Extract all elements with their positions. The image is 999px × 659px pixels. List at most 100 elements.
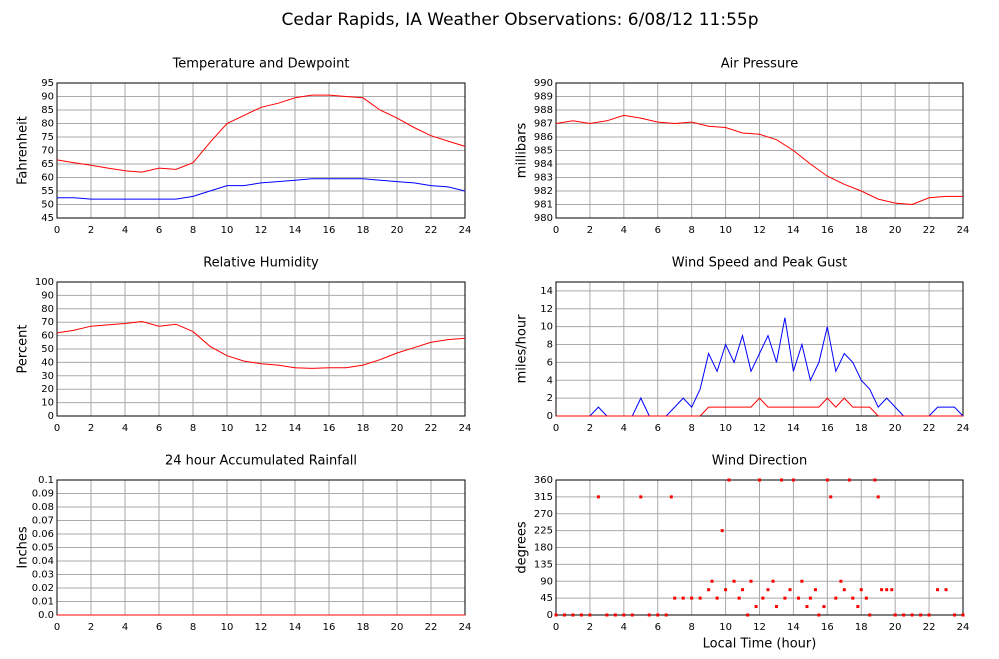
data-point [630, 613, 634, 617]
plot-frame [56, 82, 466, 219]
y-tick-label: 360 [534, 475, 553, 486]
x-tick-label: 20 [889, 423, 902, 434]
data-point [727, 478, 731, 482]
data-point [919, 613, 923, 617]
y-tick-label: 100 [35, 277, 54, 288]
x-tick-label: 16 [821, 622, 834, 633]
data-line [56, 94, 466, 173]
y-axis-label: Fahrenheit [16, 116, 31, 185]
y-tick-label: 986 [534, 132, 553, 143]
y-tick-label: 0.1 [38, 475, 54, 486]
x-tick-label: 2 [587, 622, 593, 633]
data-point [771, 579, 775, 583]
data-point [754, 605, 758, 609]
y-tick-label: 225 [534, 526, 553, 537]
x-tick-label: 24 [459, 622, 472, 633]
x-tick-label: 14 [787, 622, 800, 633]
x-tick-label: 0 [553, 225, 559, 236]
data-point [876, 495, 880, 499]
y-tick-label: 315 [534, 492, 553, 503]
x-tick-label: 4 [621, 423, 627, 434]
y-tick-label: 0.08 [32, 502, 54, 513]
data-point [885, 588, 889, 592]
data-point [890, 588, 894, 592]
data-point [710, 579, 714, 583]
y-tick-label: 80 [41, 119, 54, 130]
x-tick-label: 10 [719, 423, 732, 434]
x-tick-label: 16 [323, 225, 336, 236]
data-point [788, 588, 792, 592]
y-tick-label: 0.07 [32, 516, 54, 527]
x-tick-label: 22 [923, 622, 936, 633]
x-tick-label: 2 [88, 225, 94, 236]
data-point [797, 596, 801, 600]
y-tick-label: 980 [534, 213, 553, 224]
data-point [690, 596, 694, 600]
y-tick-label: 984 [534, 159, 553, 170]
data-point [588, 613, 592, 617]
x-tick-label: 10 [221, 622, 234, 633]
data-line [555, 114, 963, 206]
y-tick-label: 10 [540, 322, 553, 333]
x-tick-label: 20 [391, 622, 404, 633]
y-axis-label: Percent [16, 325, 31, 374]
y-tick-label: 0.09 [32, 489, 54, 500]
x-tick-label: 10 [719, 225, 732, 236]
x-axis-label: Local Time (hour) [703, 637, 817, 652]
x-tick-label: 20 [391, 423, 404, 434]
y-tick-label: 0 [547, 610, 553, 621]
data-point [664, 613, 668, 617]
y-axis-label: degrees [515, 521, 530, 574]
x-tick-label: 24 [459, 225, 472, 236]
x-tick-label: 14 [787, 423, 800, 434]
y-tick-label: 70 [41, 317, 54, 328]
y-tick-label: 990 [534, 78, 553, 89]
y-tick-label: 30 [41, 371, 54, 382]
x-tick-label: 8 [190, 225, 196, 236]
x-tick-label: 24 [459, 423, 472, 434]
data-point [873, 478, 877, 482]
data-point [868, 613, 872, 617]
data-point [800, 579, 804, 583]
y-tick-label: 60 [41, 173, 54, 184]
y-tick-label: 75 [41, 132, 54, 143]
data-point [715, 596, 719, 600]
data-point [647, 613, 651, 617]
data-point [741, 588, 745, 592]
data-point [579, 613, 583, 617]
data-point [817, 613, 821, 617]
x-tick-label: 22 [425, 622, 438, 633]
data-point [936, 588, 940, 592]
y-tick-label: 40 [41, 357, 54, 368]
data-point [639, 495, 643, 499]
y-tick-label: 989 [534, 92, 553, 103]
data-point [761, 596, 765, 600]
x-tick-label: 10 [221, 423, 234, 434]
x-tick-label: 10 [221, 225, 234, 236]
x-tick-label: 12 [255, 423, 268, 434]
x-tick-label: 6 [156, 225, 162, 236]
data-point [927, 613, 931, 617]
data-point [953, 613, 957, 617]
data-line [56, 320, 466, 369]
x-tick-label: 18 [357, 423, 370, 434]
data-point [749, 579, 753, 583]
y-tick-label: 0.02 [32, 583, 54, 594]
x-tick-label: 4 [122, 225, 128, 236]
y-tick-label: 983 [534, 173, 553, 184]
data-point [859, 588, 863, 592]
y-tick-label: 135 [534, 559, 553, 570]
y-tick-label: 0.03 [32, 570, 54, 581]
y-tick-label: 45 [540, 593, 553, 604]
data-point [758, 478, 761, 482]
data-point [805, 605, 809, 609]
x-tick-label: 20 [889, 622, 902, 633]
x-tick-label: 2 [88, 622, 94, 633]
data-point [613, 613, 617, 617]
y-tick-label: 0.01 [32, 597, 54, 608]
